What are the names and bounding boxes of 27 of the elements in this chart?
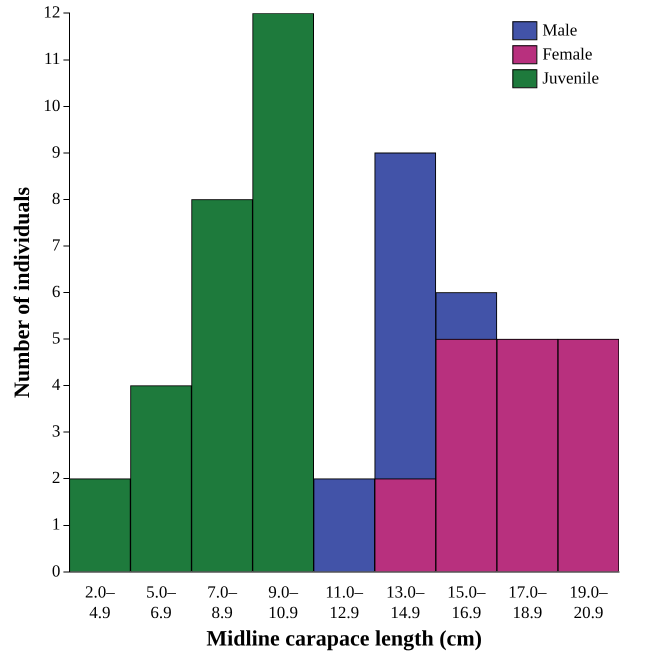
- x-tick-label: 5.0–6.9: [146, 582, 176, 622]
- legend-label: Female: [542, 44, 592, 64]
- x-tick-label: 15.0–16.9: [447, 582, 486, 622]
- legend-label: Male: [542, 20, 578, 40]
- legend-label: Juvenile: [542, 68, 600, 88]
- y-tick-label: 2: [52, 468, 60, 488]
- y-tick-label: 3: [52, 422, 60, 441]
- x-tick-label: 9.0–10.9: [268, 582, 299, 622]
- y-axis-title: Number of individuals: [8, 186, 34, 398]
- x-tick-label: 7.0–8.9: [207, 582, 238, 622]
- y-tick-label: 12: [43, 2, 60, 22]
- x-tick-label: 2.0–4.9: [85, 582, 116, 622]
- y-tick-label: 8: [52, 188, 60, 208]
- y-tick-label: 11: [44, 49, 60, 68]
- y-tick-label: 7: [52, 235, 61, 254]
- x-axis-title: Midline carapace length (cm): [206, 625, 482, 650]
- y-tick-label: 10: [43, 96, 60, 115]
- y-tick-label: 5: [52, 328, 60, 348]
- x-tick-label: 11.0–12.9: [325, 582, 364, 622]
- x-tick-label: 17.0–18.9: [508, 582, 548, 622]
- y-tick-label: 9: [52, 142, 60, 162]
- y-tick-label: 1: [52, 514, 60, 534]
- y-tick-label: 6: [52, 282, 60, 301]
- x-tick-label: 13.0–14.9: [386, 582, 425, 622]
- x-tick-label: 19.0–20.9: [569, 582, 608, 622]
- y-tick-label: 4: [52, 375, 61, 394]
- y-tick-label: 0: [52, 561, 60, 580]
